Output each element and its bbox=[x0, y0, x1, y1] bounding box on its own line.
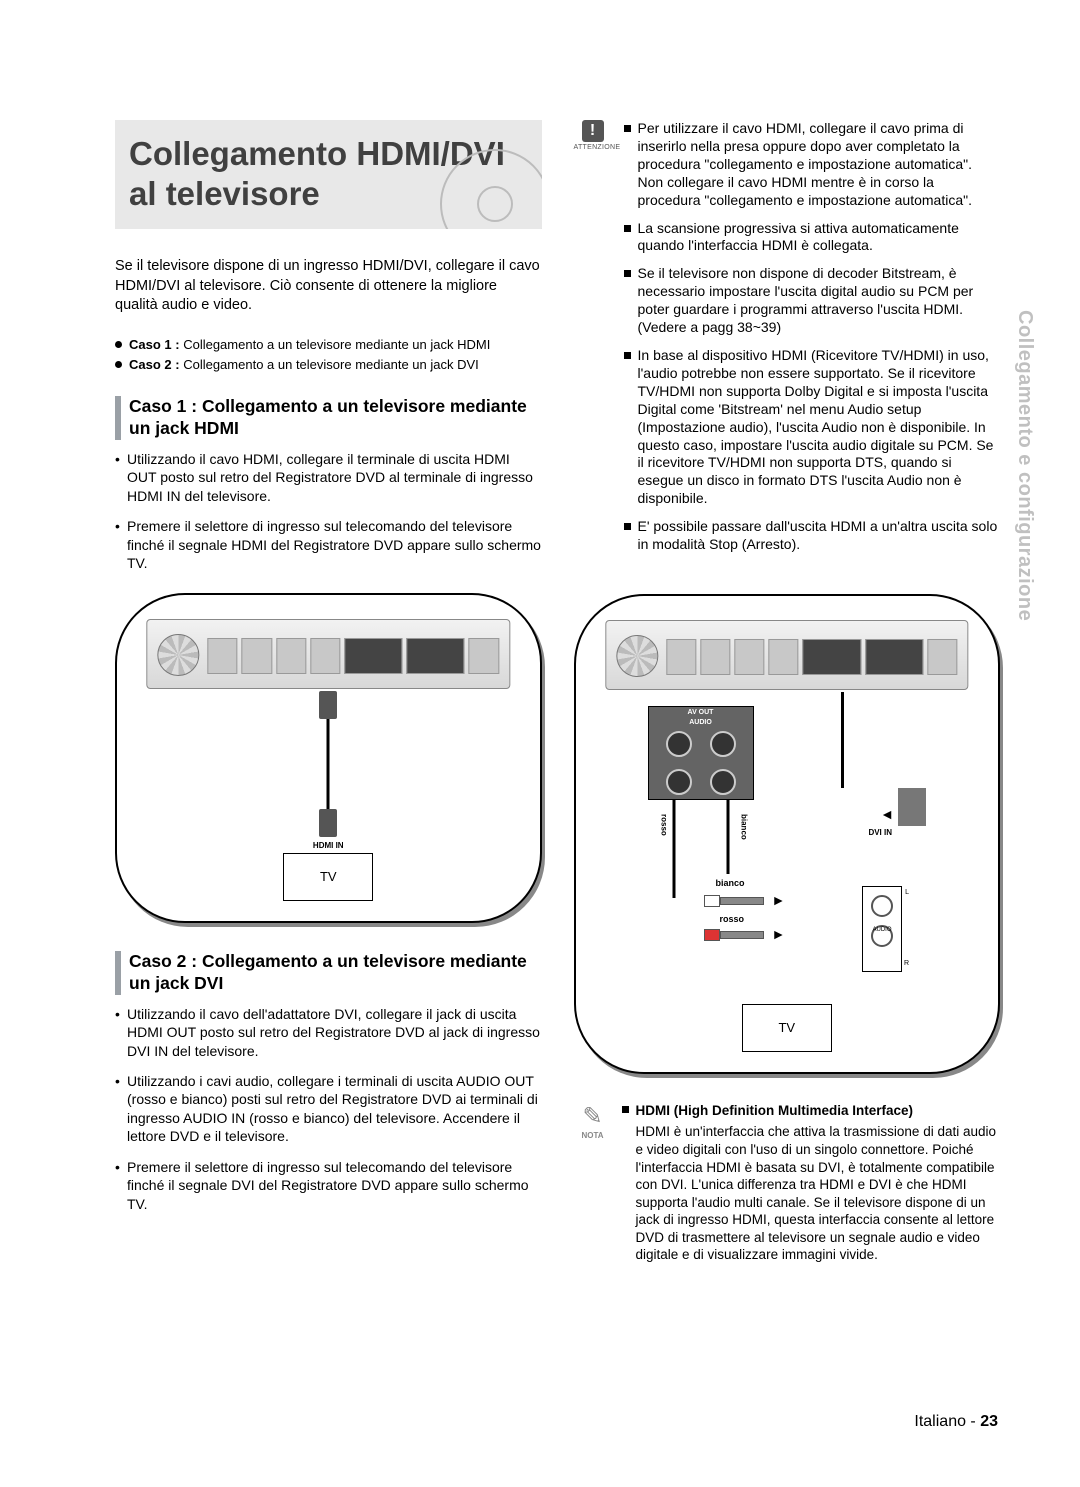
heading-bar bbox=[115, 951, 121, 995]
footer-page: 23 bbox=[980, 1413, 998, 1430]
diagram-hdmi: HDMI IN TV bbox=[115, 593, 542, 923]
list-item: Utilizzando il cavo HDMI, collegare il t… bbox=[115, 450, 542, 505]
note-icon: ✎ NOTA bbox=[574, 1102, 612, 1140]
case2-title: Caso 2 : Collegamento a un televisore me… bbox=[129, 951, 542, 995]
case-summary-item: Caso 2 : Collegamento a un televisore me… bbox=[115, 356, 542, 374]
audio-cable-red bbox=[672, 800, 675, 898]
heading-bar bbox=[115, 396, 121, 440]
intro-text: Se il televisore dispone di un ingresso … bbox=[115, 257, 542, 316]
case-summary-list: Caso 1 : Collegamento a un televisore me… bbox=[115, 336, 542, 374]
nota-title: HDMI (High Definition Multimedia Interfa… bbox=[636, 1103, 914, 1118]
page-footer: Italiano - 23 bbox=[914, 1413, 998, 1431]
rosso-label: rosso bbox=[720, 914, 745, 924]
case2-heading: Caso 2 : Collegamento a un televisore me… bbox=[115, 951, 542, 995]
dvi-in-label: DVI IN bbox=[868, 828, 892, 837]
case1-heading: Caso 1 : Collegamento a un televisore me… bbox=[115, 396, 542, 440]
arrow-icon: ◄ bbox=[880, 806, 894, 822]
arrow-icon: ► bbox=[772, 926, 786, 942]
nota-block: ✎ NOTA HDMI (High Definition Multimedia … bbox=[574, 1102, 1001, 1264]
attention-icon: ! ATTENZIONE bbox=[574, 120, 612, 151]
rca-red bbox=[704, 926, 768, 938]
list-item: Premere il selettore di ingresso sul tel… bbox=[115, 1158, 542, 1213]
hdmi-in-label: HDMI IN bbox=[313, 841, 344, 850]
hdmi-plug-bottom bbox=[319, 809, 337, 837]
dvi-cable bbox=[841, 692, 844, 788]
tv-box: TV bbox=[742, 1004, 832, 1052]
bianco-label-v: bianco bbox=[740, 814, 749, 840]
side-tab: Collegamento e configurazione bbox=[1013, 310, 1036, 621]
dvd-recorder-rear bbox=[605, 620, 968, 690]
footer-lang: Italiano bbox=[914, 1413, 966, 1430]
nota-body: HDMI è un'interfaccia che attiva la tras… bbox=[622, 1123, 1001, 1263]
warn-item: In base al dispositivo HDMI (Ricevitore … bbox=[624, 347, 1001, 508]
dvd-recorder-rear bbox=[147, 619, 510, 689]
diagram-dvi: AV OUT AUDIO rosso bianco bianco rosso L… bbox=[574, 594, 1001, 1074]
list-item: Utilizzando i cavi audio, collegare i te… bbox=[115, 1072, 542, 1146]
rca-white bbox=[704, 892, 768, 904]
title-block: Collegamento HDMI/DVI al televisore bbox=[115, 120, 542, 229]
list-item: Utilizzando il cavo dell'adattatore DVI,… bbox=[115, 1005, 542, 1060]
dvi-plug bbox=[898, 788, 926, 826]
bianco-label: bianco bbox=[716, 878, 745, 888]
audio-cable-white bbox=[726, 800, 729, 874]
case1-bullets: Utilizzando il cavo HDMI, collegare il t… bbox=[115, 450, 542, 573]
warn-item: La scansione progressiva si attiva autom… bbox=[624, 220, 1001, 256]
hdmi-cable bbox=[327, 719, 330, 809]
av-out-panel: AV OUT AUDIO bbox=[648, 706, 754, 800]
warn-item: Se il televisore non dispone di decoder … bbox=[624, 265, 1001, 337]
tv-box: TV bbox=[283, 853, 373, 901]
list-item: Premere il selettore di ingresso sul tel… bbox=[115, 517, 542, 572]
warn-item: E' possibile passare dall'uscita HDMI a … bbox=[624, 518, 1001, 554]
case1-title: Caso 1 : Collegamento a un televisore me… bbox=[129, 396, 542, 440]
tv-audio-in: L AUDIO R bbox=[862, 886, 902, 972]
warn-item: Per utilizzare il cavo HDMI, collegare i… bbox=[624, 120, 1001, 210]
case2-bullets: Utilizzando il cavo dell'adattatore DVI,… bbox=[115, 1005, 542, 1214]
arrow-icon: ► bbox=[772, 892, 786, 908]
attenzione-block: ! ATTENZIONE Per utilizzare il cavo HDMI… bbox=[574, 120, 1001, 576]
case-summary-item: Caso 1 : Collegamento a un televisore me… bbox=[115, 336, 542, 354]
hdmi-plug-top bbox=[319, 691, 337, 719]
rosso-label-v: rosso bbox=[660, 814, 669, 836]
